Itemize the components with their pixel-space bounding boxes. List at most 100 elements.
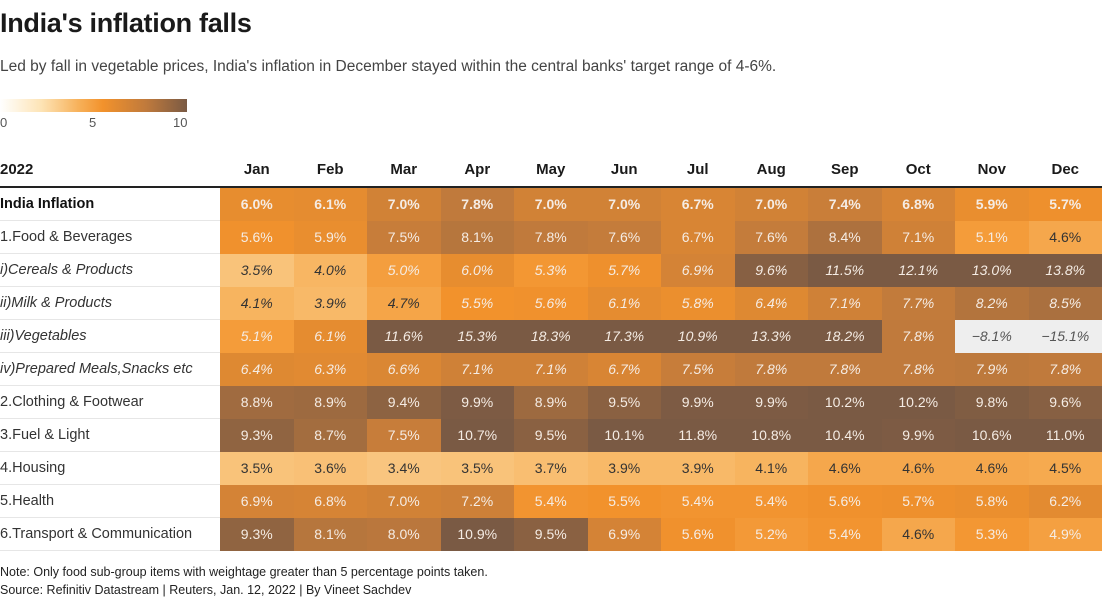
row-label: 2.Clothing & Footwear (0, 385, 220, 419)
heatmap-cell: 5.7% (1028, 187, 1102, 221)
heatmap-cell: 6.9% (661, 253, 735, 287)
chart-subtitle: Led by fall in vegetable prices, India's… (0, 58, 777, 75)
heatmap-cell: 10.4% (808, 418, 882, 452)
heatmap-cell: 7.8% (734, 352, 808, 386)
heatmap-cell: 4.6% (881, 517, 955, 551)
corner-label: 2022 (0, 152, 220, 188)
heatmap-cell: 10.7% (440, 418, 514, 452)
column-header: Jun (587, 152, 661, 188)
heatmap-row: iv)Prepared Meals,Snacks etc 6.4% 6.3% 6.6%… (0, 352, 1102, 386)
heatmap-cell: 6.4% (220, 352, 294, 386)
heatmap-cell: 12.1% (881, 253, 955, 287)
heatmap-row: 4.Housing 3.5% 3.6% 3.4% 3.5% 3.7% 3.9% 3.9% 4.1… (0, 451, 1102, 485)
heatmap-cell: 6.2% (1028, 484, 1102, 518)
heatmap-cell: 7.8% (881, 352, 955, 386)
heatmap-cell: 5.1% (955, 220, 1029, 254)
heatmap-cell: 4.0% (293, 253, 367, 287)
row-label: ii)Milk & Products (0, 286, 220, 320)
heatmap-cell: 6.0% (220, 187, 294, 221)
heatmap-cell: 4.6% (808, 451, 882, 485)
column-header: Jan (220, 152, 294, 188)
heatmap-cell: 6.6% (367, 352, 441, 386)
heatmap-cell: 7.1% (808, 286, 882, 320)
heatmap-cell: 7.6% (587, 220, 661, 254)
heatmap-cell: 5.4% (661, 484, 735, 518)
heatmap-cell: 13.0% (955, 253, 1029, 287)
heatmap-cell: 7.6% (734, 220, 808, 254)
heatmap-cell: 7.8% (514, 220, 588, 254)
heatmap-cell: 9.3% (220, 517, 294, 551)
heatmap-cell: 5.4% (808, 517, 882, 551)
heatmap-cell: 7.4% (808, 187, 882, 221)
heatmap-cell: 11.5% (808, 253, 882, 287)
heatmap-cell: 11.8% (661, 418, 735, 452)
heatmap-cell: 7.8% (881, 319, 955, 353)
heatmap-cell: 8.1% (293, 517, 367, 551)
heatmap-cell: 10.9% (661, 319, 735, 353)
heatmap-cell: 9.9% (661, 385, 735, 419)
heatmap-cell: 8.4% (808, 220, 882, 254)
heatmap-cell: −15.1% (1028, 319, 1102, 353)
heatmap-cell: 17.3% (587, 319, 661, 353)
heatmap-cell: 13.8% (1028, 253, 1102, 287)
heatmap-cell: 10.8% (734, 418, 808, 452)
heatmap-cell: 6.3% (293, 352, 367, 386)
column-header: Mar (367, 152, 441, 188)
column-header: Apr (440, 152, 514, 188)
heatmap-row: 1.Food & Beverages 5.6% 5.9% 7.5% 8.1% 7.8% 7.… (0, 220, 1102, 254)
heatmap-cell: 13.3% (734, 319, 808, 353)
heatmap-cell: 9.5% (587, 385, 661, 419)
heatmap-cell: 4.1% (220, 286, 294, 320)
heatmap-cell: 18.2% (808, 319, 882, 353)
heatmap-cell: 3.5% (440, 451, 514, 485)
heatmap-cell: 5.2% (734, 517, 808, 551)
heatmap-cell: 4.5% (1028, 451, 1102, 485)
heatmap-cell: 7.9% (955, 352, 1029, 386)
heatmap-cell: 4.6% (955, 451, 1029, 485)
heatmap-cell: 5.4% (734, 484, 808, 518)
heatmap-cell: 10.2% (808, 385, 882, 419)
heatmap-cell: 9.9% (440, 385, 514, 419)
heatmap-table: 2022 Jan Feb Mar Apr May Jun Jul Aug Sep… (0, 152, 1102, 551)
heatmap-cell: 4.6% (881, 451, 955, 485)
heatmap-cell: 4.1% (734, 451, 808, 485)
row-label: iii)Vegetables (0, 319, 220, 353)
heatmap-cell: 3.9% (587, 451, 661, 485)
legend-tick-mid: 5 (89, 115, 97, 130)
heatmap-cell: 6.4% (734, 286, 808, 320)
heatmap-cell: 7.5% (367, 220, 441, 254)
heatmap-cell: 5.6% (514, 286, 588, 320)
column-header: Dec (1028, 152, 1102, 188)
heatmap-cell: 7.0% (367, 484, 441, 518)
heatmap-cell: 8.9% (293, 385, 367, 419)
heatmap-cell: 8.7% (293, 418, 367, 452)
heatmap-cell: 5.1% (220, 319, 294, 353)
heatmap-cell: 9.5% (514, 418, 588, 452)
heatmap-row: 3.Fuel & Light 9.3% 8.7% 7.5% 10.7% 9.5% 10.1%… (0, 418, 1102, 452)
heatmap-cell: 3.4% (367, 451, 441, 485)
heatmap-cell: 10.1% (587, 418, 661, 452)
heatmap-cell: 8.9% (514, 385, 588, 419)
heatmap-cell: 7.1% (881, 220, 955, 254)
heatmap-cell: 3.7% (514, 451, 588, 485)
heatmap-cell: 7.0% (587, 187, 661, 221)
heatmap-header-row: 2022 Jan Feb Mar Apr May Jun Jul Aug Sep… (0, 152, 1102, 188)
heatmap-cell: 4.7% (367, 286, 441, 320)
heatmap-cell: 5.3% (514, 253, 588, 287)
heatmap-cell: 9.6% (1028, 385, 1102, 419)
heatmap-cell: 6.8% (881, 187, 955, 221)
heatmap-row: iii)Vegetables 5.1% 6.1% 11.6% 15.3% 18.3% 17.… (0, 319, 1102, 353)
column-header: Nov (955, 152, 1029, 188)
heatmap-cell: 3.5% (220, 253, 294, 287)
heatmap-cell: 5.6% (808, 484, 882, 518)
color-legend: 0 5 10 (0, 99, 187, 130)
heatmap-cell: 11.6% (367, 319, 441, 353)
heatmap-cell: 15.3% (440, 319, 514, 353)
heatmap-cell: 9.3% (220, 418, 294, 452)
heatmap-body: India Inflation 6.0% 6.1% 7.0% 7.8% 7.0% 7.0% 6… (0, 187, 1102, 551)
heatmap-cell: 9.9% (881, 418, 955, 452)
heatmap-cell: 4.6% (1028, 220, 1102, 254)
heatmap-cell: 5.9% (955, 187, 1029, 221)
heatmap-cell: 7.7% (881, 286, 955, 320)
heatmap-cell: 7.0% (734, 187, 808, 221)
